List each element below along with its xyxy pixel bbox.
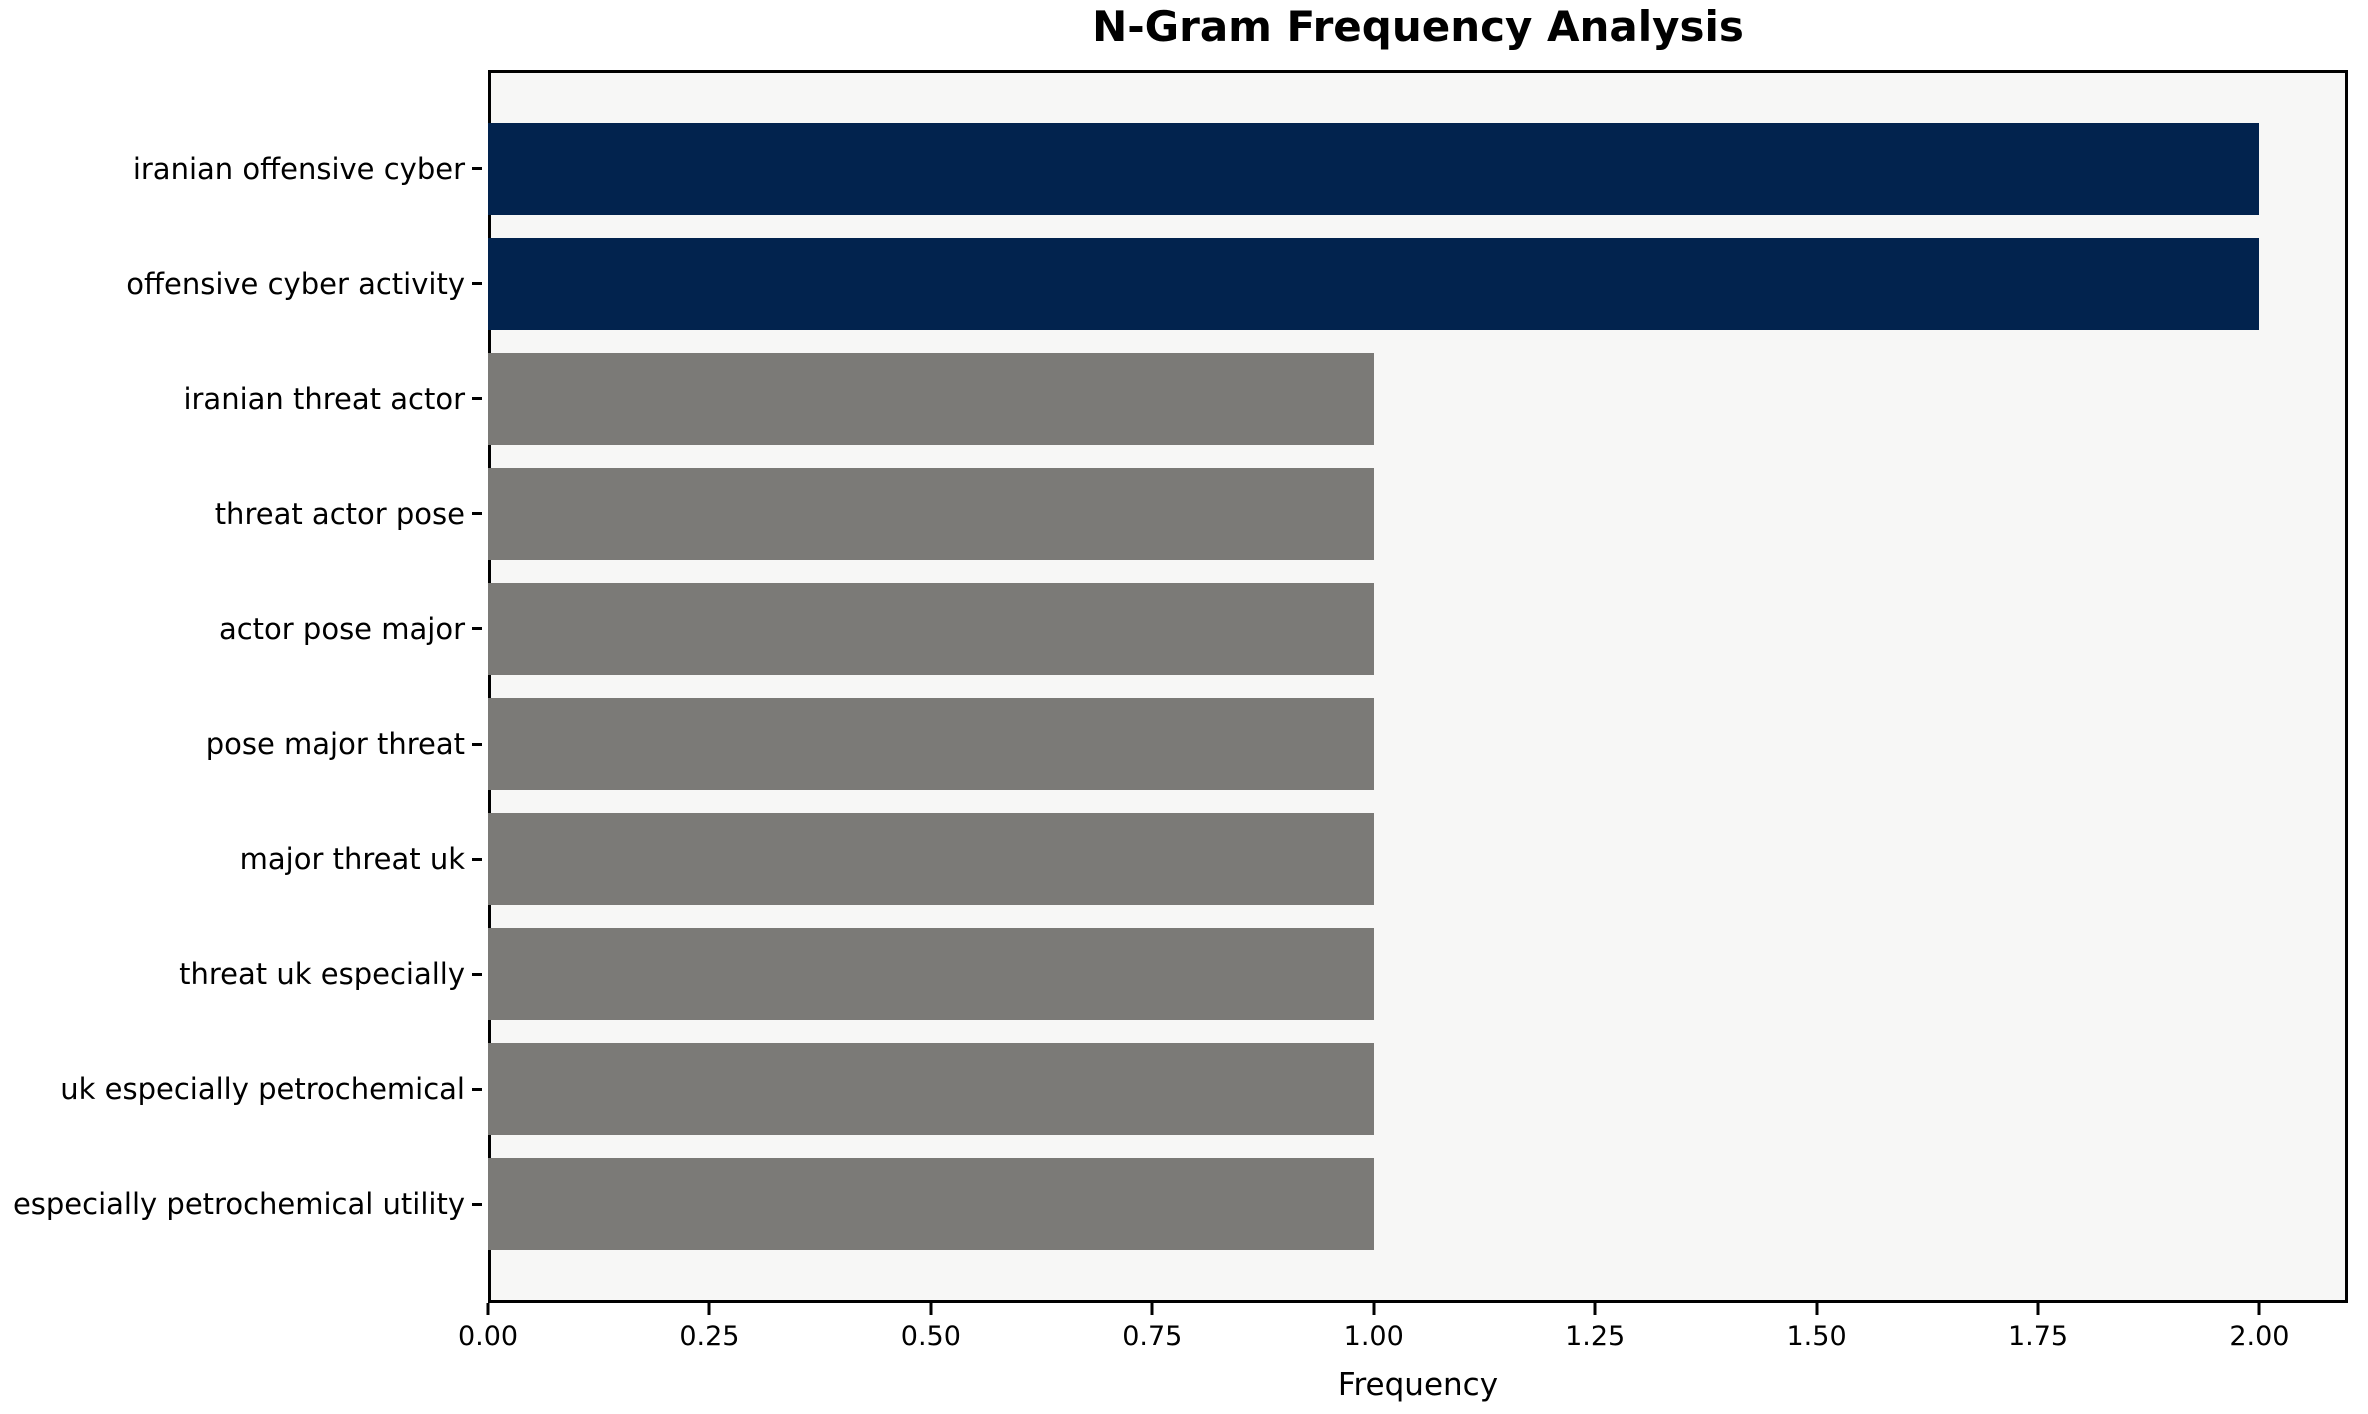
y-label-row: especially petrochemical utility <box>0 1147 482 1262</box>
x-axis-title: Frequency <box>1337 1367 1499 1403</box>
bar <box>488 1158 1374 1251</box>
x-tick-label: 0.25 <box>679 1321 740 1352</box>
bar <box>488 467 1374 560</box>
y-label-row: iranian threat actor <box>0 341 482 456</box>
x-tick-label: 0.00 <box>457 1321 519 1352</box>
y-tick-mark <box>472 972 482 976</box>
bar-row <box>488 686 2348 801</box>
y-tick-mark <box>472 1202 482 1206</box>
y-label-row: iranian offensive cyber <box>0 111 482 226</box>
x-axis: 0.00 0.25 0.50 0.75 1.00 1.25 1.50 1.75 2.00 <box>458 1303 2348 1373</box>
x-tick-mark <box>2036 1303 2040 1315</box>
bar-row <box>488 802 2348 917</box>
bar <box>488 352 1374 445</box>
x-tick-label: 1.00 <box>1343 1321 1404 1352</box>
x-tick-label: 0.50 <box>900 1321 961 1352</box>
y-tick-mark <box>472 857 482 861</box>
y-label-row: pose major threat <box>0 686 482 801</box>
x-tick-mark <box>707 1303 711 1315</box>
y-label: offensive cyber activity <box>126 266 465 301</box>
bar-row <box>488 571 2348 686</box>
x-tick-mark <box>1593 1303 1597 1315</box>
y-label: pose major threat <box>205 727 465 762</box>
bar <box>488 928 1374 1021</box>
bar-row <box>488 226 2348 341</box>
y-tick-mark <box>472 397 482 401</box>
y-label-row: major threat uk <box>0 802 482 917</box>
y-label-row: actor pose major <box>0 571 482 686</box>
y-tick-mark <box>472 167 482 171</box>
bar <box>488 698 1374 791</box>
bar-row <box>488 1147 2348 1262</box>
x-tick-label: 2.00 <box>2229 1321 2290 1352</box>
y-label: threat actor pose <box>214 496 465 531</box>
y-label-row: offensive cyber activity <box>0 226 482 341</box>
y-label-row: uk especially petrochemical <box>0 1032 482 1147</box>
x-tick-mark <box>1372 1303 1376 1315</box>
y-label-row: threat actor pose <box>0 456 482 571</box>
y-tick-mark <box>472 627 482 631</box>
y-label-row: threat uk especially <box>0 917 482 1032</box>
y-tick-mark <box>472 742 482 746</box>
y-label: threat uk especially <box>179 957 465 992</box>
y-label: actor pose major <box>218 611 465 646</box>
x-tick-mark <box>929 1303 933 1315</box>
bar-row <box>488 111 2348 226</box>
y-label: major threat uk <box>239 842 465 877</box>
bar <box>488 237 2260 330</box>
x-tick-mark <box>1150 1303 1154 1315</box>
y-tick-mark <box>472 1087 482 1091</box>
y-label: uk especially petrochemical <box>60 1072 465 1107</box>
bar-row <box>488 1032 2348 1147</box>
x-tick-label: 0.75 <box>1122 1321 1183 1352</box>
x-tick-label: 1.50 <box>1786 1321 1847 1352</box>
bar <box>488 582 1374 675</box>
x-tick-mark <box>1815 1303 1819 1315</box>
bar <box>488 1043 1374 1136</box>
x-tick-mark <box>2257 1303 2261 1315</box>
x-tick-mark <box>486 1303 490 1315</box>
bar-row <box>488 341 2348 456</box>
y-tick-mark <box>472 282 482 286</box>
bars-container <box>488 70 2348 1303</box>
bar <box>488 122 2260 215</box>
bar-row <box>488 917 2348 1032</box>
y-axis-labels: iranian offensive cyber offensive cyber a… <box>0 70 482 1303</box>
y-label: especially petrochemical utility <box>12 1187 465 1222</box>
x-tick-label: 1.25 <box>1565 1321 1626 1352</box>
x-tick-label: 1.75 <box>2007 1321 2069 1352</box>
chart-title: N-Gram Frequency Analysis <box>1092 2 1744 51</box>
y-label: iranian threat actor <box>183 381 465 416</box>
y-label: iranian offensive cyber <box>132 151 465 186</box>
y-tick-mark <box>472 512 482 516</box>
bar-row <box>488 456 2348 571</box>
bar <box>488 813 1374 906</box>
